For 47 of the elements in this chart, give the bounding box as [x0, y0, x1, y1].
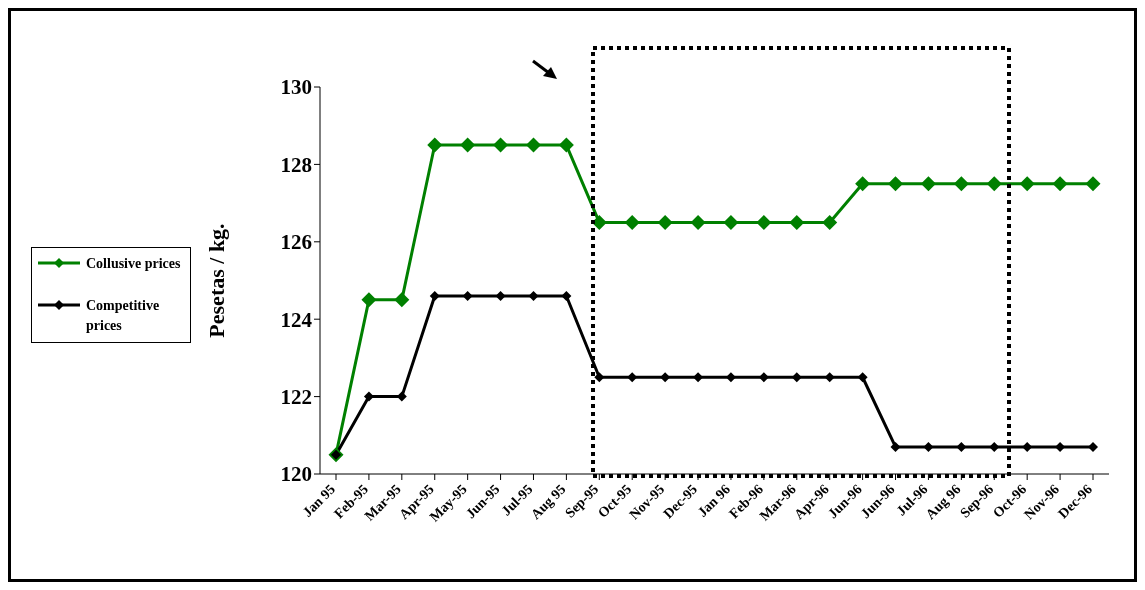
y-tick-label: 122 [280, 385, 312, 410]
y-tick-label: 120 [280, 462, 312, 487]
y-tick-label: 130 [280, 75, 312, 100]
point [427, 137, 443, 153]
point [627, 372, 638, 383]
point [394, 292, 410, 308]
point [855, 176, 871, 192]
point [657, 214, 673, 230]
point [920, 176, 936, 192]
point [528, 290, 539, 301]
y-tick-label: 128 [280, 152, 312, 177]
point [1052, 176, 1068, 192]
point [363, 391, 374, 402]
point [923, 441, 934, 452]
point [956, 441, 967, 452]
point [1085, 176, 1101, 192]
point [558, 137, 574, 153]
point [460, 137, 476, 153]
point [857, 372, 868, 383]
legend-label: Collusive prices [86, 255, 181, 273]
point [890, 441, 901, 452]
point [888, 176, 904, 192]
point [591, 214, 607, 230]
point [791, 372, 802, 383]
legend-label: Competitive prices [86, 297, 161, 335]
point [756, 214, 772, 230]
point [594, 372, 605, 383]
point [824, 372, 835, 383]
point [986, 176, 1002, 192]
point [690, 214, 706, 230]
point [723, 214, 739, 230]
point [624, 214, 640, 230]
point [429, 290, 440, 301]
point [493, 137, 509, 153]
point [525, 137, 541, 153]
y-axis-title: Pesetas / kg. [203, 223, 229, 338]
point [1088, 441, 1098, 452]
point [953, 176, 969, 192]
y-tick-label: 124 [280, 307, 313, 332]
y-tick-label: 126 [280, 230, 312, 255]
point [1019, 176, 1035, 192]
point [789, 214, 805, 230]
point [495, 290, 506, 301]
point [561, 290, 572, 301]
point [822, 214, 838, 230]
point [462, 290, 473, 301]
point [361, 292, 377, 308]
